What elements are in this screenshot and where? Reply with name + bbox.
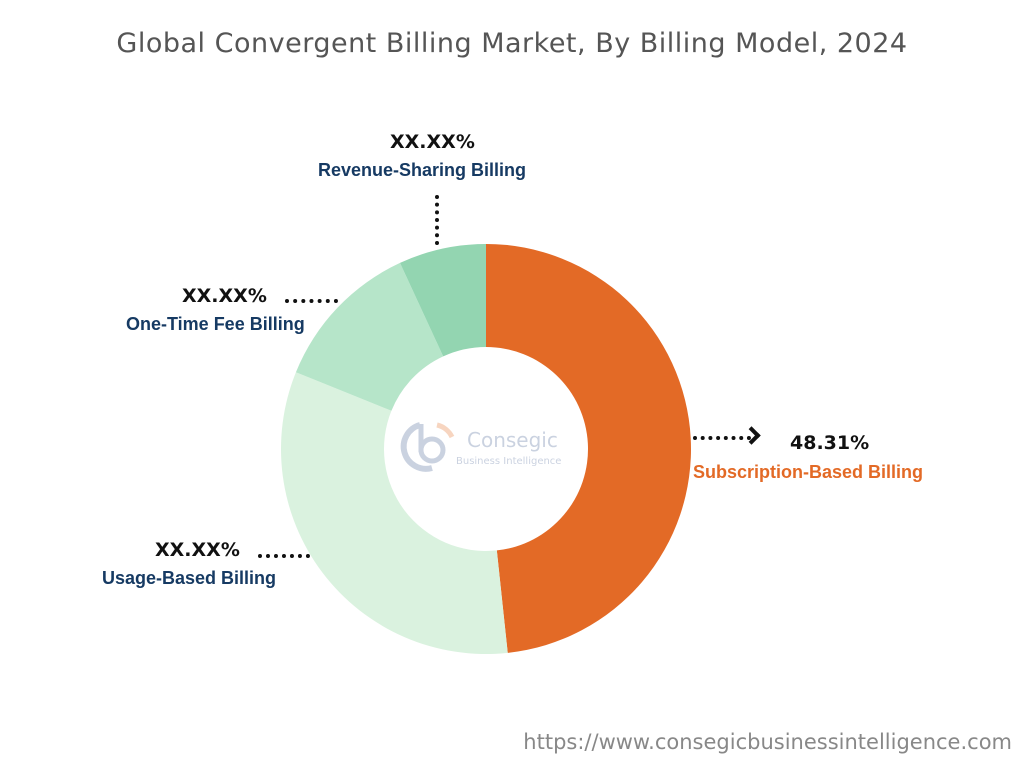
revenue-sharing-label: Revenue-Sharing Billing <box>318 160 527 180</box>
revenue-sharing-leader <box>435 195 439 245</box>
usage-pct: XX.XX% <box>155 539 240 561</box>
logo: Consegic Business Intelligence <box>400 422 561 472</box>
one-time-label: One-Time Fee Billing <box>126 314 305 334</box>
subscription-leader <box>693 436 751 440</box>
one-time-leader <box>285 299 338 303</box>
slice-revenue-sharing-billing <box>399 244 486 357</box>
logo-name: Consegic <box>467 428 558 452</box>
subscription-label: Subscription-Based Billing <box>693 462 924 482</box>
one-time-pct: XX.XX% <box>182 285 267 307</box>
usage-label: Usage-Based Billing <box>102 568 277 588</box>
slice-usage-based-billing <box>280 372 508 654</box>
subscription-pct: 48.31% <box>790 432 870 454</box>
chart-title: Global Convergent Billing Market, By Bil… <box>116 28 908 59</box>
logo-tagline: Business Intelligence <box>456 456 561 467</box>
slice-one-time-fee-billing <box>295 262 444 411</box>
footer-url[interactable]: https://www.consegicbusinessintelligence… <box>523 730 1012 754</box>
revenue-sharing-pct: XX.XX% <box>390 131 475 153</box>
usage-leader <box>258 554 310 558</box>
slice-subscription-based-billing <box>486 244 691 653</box>
